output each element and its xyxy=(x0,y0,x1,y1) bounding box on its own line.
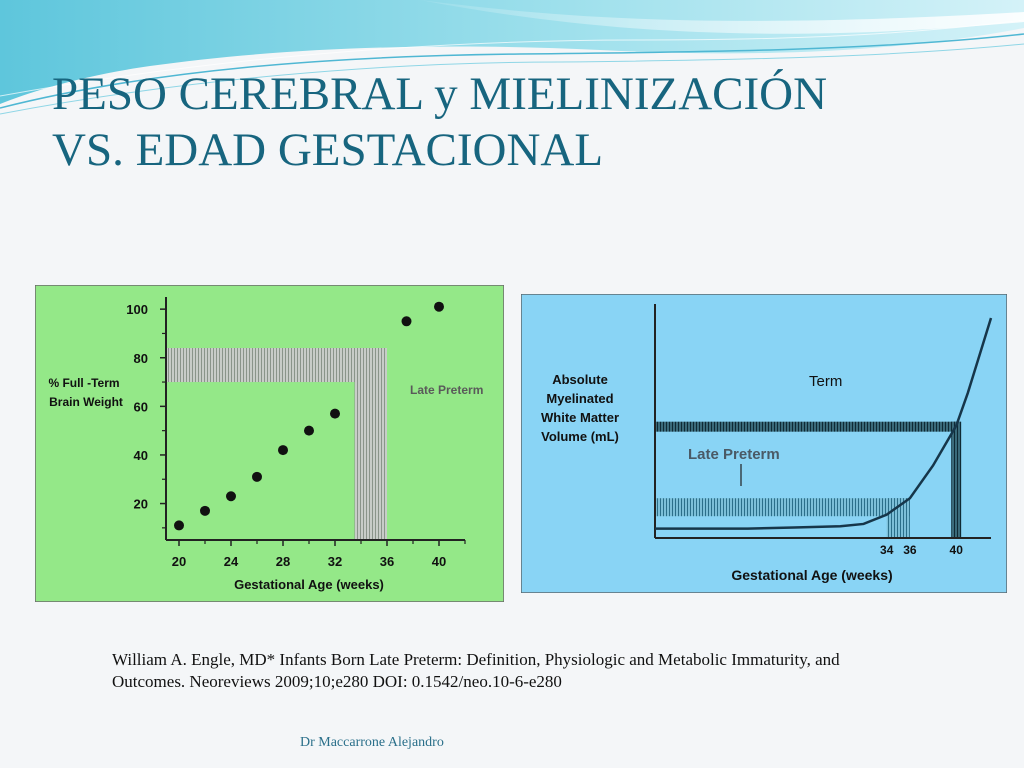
late-preterm-vertical-band xyxy=(354,348,387,540)
chart2-ticks: 34 36 40 xyxy=(880,543,963,557)
chart1-y-tick-label: 20 xyxy=(134,497,148,512)
brain-weight-point xyxy=(434,301,444,312)
chart1-x-tick-label: 40 xyxy=(432,554,446,569)
chart1-x-tick-label: 32 xyxy=(328,554,342,569)
chart1-annotation: Late Preterm xyxy=(410,383,483,397)
chart1-y-tick-label: 60 xyxy=(134,399,148,414)
brain-weight-point xyxy=(330,408,340,419)
chart1-points xyxy=(174,301,444,531)
brain-weight-point xyxy=(304,425,314,436)
chart1-ticks: 20 24 28 32 36 40 20 40 60 80 100 xyxy=(126,302,466,569)
brain-weight-point xyxy=(174,520,184,531)
late-preterm-horizontal-band xyxy=(655,498,910,517)
chart1-ylabel-line1: % Full -Term xyxy=(48,376,119,390)
brain-weight-point xyxy=(401,316,412,327)
chart1-ylabel-line2: Brain Weight xyxy=(49,395,123,409)
author-credit: Dr Maccarrone Alejandro xyxy=(300,735,444,750)
brain-weight-point xyxy=(252,471,262,482)
chart1-x-tick-label: 20 xyxy=(172,554,186,569)
chart1-x-tick-label: 24 xyxy=(224,554,239,569)
chart2-xlabel: Gestational Age (weeks) xyxy=(731,567,892,583)
brain-weight-point xyxy=(278,445,288,456)
late-preterm-vertical-band xyxy=(886,498,910,538)
chart2-ylabel-line1: Absolute xyxy=(552,372,608,387)
chart1-y-tick-label: 80 xyxy=(134,351,148,366)
chart2-annotation-term: Term xyxy=(809,373,842,390)
chart2-annotation-late-preterm: Late Preterm xyxy=(688,446,780,463)
late-preterm-horizontal-band xyxy=(166,348,387,383)
decorative-waves xyxy=(0,0,1024,115)
chart2-ylabel-line3: White Matter xyxy=(541,410,619,425)
chart2-background xyxy=(521,294,1007,593)
chart2-x-tick-label: 34 xyxy=(880,543,894,557)
chart2-x-tick-label: 40 xyxy=(950,543,964,557)
citation: William A. Engle, MD* Infants Born Late … xyxy=(112,650,840,691)
brain-weight-chart: 20 24 28 32 36 40 20 40 60 80 100 % Full -Term Bra… xyxy=(35,285,504,602)
title-line-1: PESO CEREBRAL y MIELINIZACIÓN xyxy=(52,68,828,120)
brain-weight-point xyxy=(200,505,210,516)
chart1-xlabel: Gestational Age (weeks) xyxy=(234,577,384,592)
myelination-series-line xyxy=(655,317,993,530)
title-line-2: VS. EDAD GESTACIONAL xyxy=(52,124,604,176)
chart1-y-tick-label: 100 xyxy=(126,302,148,317)
chart1-background xyxy=(35,285,504,602)
brain-weight-point xyxy=(226,491,236,502)
chart2-ylabel-line4: Volume (mL) xyxy=(541,429,619,444)
page-title: PESO CEREBRAL y MIELINIZACIÓN VS. EDAD G… xyxy=(52,66,992,178)
chart2-reference-bands xyxy=(655,421,962,538)
myelination-chart: 34 36 40 Absolute Myelinated White Matter … xyxy=(521,294,1007,593)
late-preterm-band xyxy=(166,348,387,540)
chart2-x-tick-label: 36 xyxy=(903,543,917,557)
chart2-ylabel-line2: Myelinated xyxy=(546,391,613,406)
chart1-x-tick-label: 36 xyxy=(380,554,394,569)
chart1-y-tick-label: 40 xyxy=(134,448,148,463)
term-horizontal-band xyxy=(655,421,961,432)
chart1-x-tick-label: 28 xyxy=(276,554,290,569)
term-vertical-band xyxy=(951,421,962,538)
